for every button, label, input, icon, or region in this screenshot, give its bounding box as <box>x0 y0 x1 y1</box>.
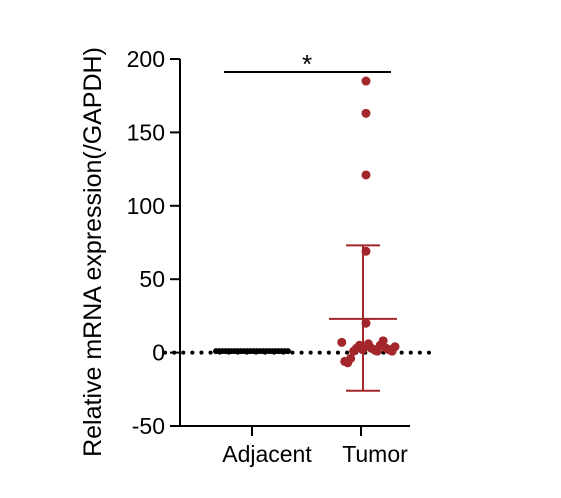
data-point <box>361 76 371 86</box>
data-point <box>285 348 291 355</box>
y-axis: -50 0 50 100 150 200 <box>127 46 181 439</box>
data-point <box>378 336 388 346</box>
x-tick-label: Tumor <box>342 441 408 467</box>
data-point <box>346 353 356 363</box>
y-tick-label: 200 <box>127 46 165 72</box>
y-tick-label: 100 <box>127 193 165 219</box>
data-point <box>361 246 371 256</box>
y-tick-label: 50 <box>139 266 165 292</box>
x-axis: Adjacent Tumor <box>179 425 410 467</box>
y-tick-label: -50 <box>132 413 165 439</box>
data-point <box>337 337 347 347</box>
y-tick-label: 0 <box>152 340 165 366</box>
y-axis-label: Relative mRNA expression(/GAPDH) <box>79 47 107 457</box>
y-tick-label: 150 <box>127 119 165 145</box>
significance-bracket: * <box>224 49 391 79</box>
data-point <box>361 318 371 328</box>
plot-area <box>213 76 400 392</box>
data-point <box>361 170 371 180</box>
significance-label: * <box>302 49 312 79</box>
x-tick-label: Adjacent <box>222 441 312 467</box>
data-point <box>390 342 400 352</box>
data-point <box>361 108 371 118</box>
error-bar <box>329 244 397 392</box>
